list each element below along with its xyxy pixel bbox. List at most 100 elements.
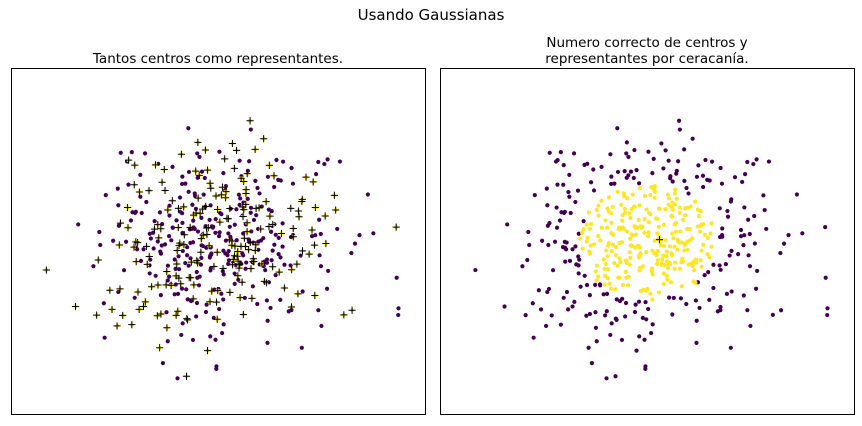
scatter-point	[718, 308, 723, 313]
scatter-point	[584, 222, 589, 227]
scatter-point	[603, 218, 608, 223]
scatter-point	[670, 231, 675, 236]
scatter-point	[630, 192, 635, 197]
scatter-point	[250, 284, 255, 289]
center-marker	[131, 161, 139, 169]
scatter-point	[242, 295, 247, 301]
scatter-point	[266, 207, 271, 212]
scatter-point	[175, 291, 181, 296]
scatter-point	[573, 244, 578, 249]
scatter-point	[208, 266, 213, 271]
scatter-point	[646, 210, 652, 216]
scatter-point	[620, 282, 625, 288]
scatter-point	[586, 210, 592, 215]
scatter-point	[614, 245, 619, 250]
scatter-point	[673, 220, 679, 225]
scatter-point	[670, 179, 675, 184]
scatter-point	[197, 154, 202, 160]
center-marker	[235, 264, 243, 272]
center-marker	[194, 138, 202, 146]
scatter-point	[717, 263, 722, 268]
center-marker	[230, 164, 238, 173]
center-marker	[289, 224, 297, 233]
center-marker	[208, 287, 216, 295]
center-marker	[203, 166, 212, 174]
scatter-point	[91, 264, 96, 269]
scatter-point	[652, 195, 657, 200]
scatter-point	[313, 233, 318, 238]
scatter-point	[316, 159, 321, 165]
center-marker	[348, 306, 356, 314]
center-marker	[176, 239, 184, 247]
center-marker	[174, 204, 183, 213]
scatter-point	[584, 313, 589, 318]
scatter-point	[697, 229, 703, 234]
scatter-point	[700, 173, 706, 178]
scatter-point	[659, 262, 664, 267]
scatter-point	[705, 251, 710, 257]
scatter-point	[180, 174, 185, 179]
scatter-point	[617, 275, 622, 280]
scatter-point	[220, 330, 225, 336]
scatter-point	[605, 225, 610, 230]
scatter-point	[572, 299, 577, 304]
scatter-point	[273, 232, 278, 237]
center-marker	[243, 170, 251, 178]
scatter-point	[608, 152, 613, 157]
scatter-point	[192, 191, 197, 196]
scatter-point	[115, 186, 120, 191]
center-marker	[151, 161, 160, 169]
scatter-point	[622, 206, 628, 211]
scatter-point	[525, 257, 530, 263]
scatter-point	[656, 290, 662, 295]
center-marker	[262, 279, 271, 287]
center-marker	[177, 150, 185, 158]
scatter-point	[193, 206, 199, 211]
scatter-point	[606, 240, 611, 246]
center-marker	[160, 165, 168, 174]
scatter-point	[672, 244, 677, 249]
scatter-point	[683, 213, 688, 218]
scatter-point	[313, 171, 319, 177]
center-marker	[289, 233, 297, 241]
scatter-point	[588, 243, 593, 248]
scatter-point	[226, 231, 231, 236]
scatter-point	[703, 157, 708, 163]
scatter-point	[702, 273, 707, 278]
scatter-point	[672, 266, 677, 271]
center-marker	[252, 204, 260, 212]
scatter-point	[167, 274, 172, 279]
center-marker	[241, 242, 250, 251]
scatter-point	[325, 157, 330, 162]
scatter-point	[211, 224, 216, 229]
scatter-point	[655, 216, 660, 221]
scatter-point	[227, 224, 232, 229]
center-marker	[251, 145, 259, 153]
center-marker	[189, 211, 198, 219]
right-plot-points	[473, 118, 830, 381]
scatter-point	[272, 184, 277, 190]
scatter-point	[561, 295, 566, 300]
scatter-point	[794, 192, 799, 197]
scatter-point	[637, 266, 642, 271]
scatter-point	[699, 222, 704, 227]
scatter-point	[568, 210, 573, 216]
scatter-point	[697, 305, 702, 311]
center-marker	[246, 117, 254, 125]
scatter-point	[299, 345, 304, 350]
scatter-point	[696, 213, 702, 219]
scatter-point	[764, 226, 769, 232]
scatter-point	[633, 302, 638, 307]
scatter-point	[586, 345, 591, 350]
scatter-point	[520, 264, 525, 269]
scatter-point	[738, 234, 744, 239]
scatter-point	[268, 305, 273, 311]
scatter-point	[248, 205, 254, 210]
scatter-point	[576, 254, 581, 259]
scatter-point	[711, 262, 716, 267]
scatter-point	[677, 210, 682, 215]
scatter-point	[142, 151, 148, 156]
scatter-point	[680, 217, 686, 223]
scatter-point	[628, 255, 633, 260]
scatter-point	[587, 311, 593, 317]
